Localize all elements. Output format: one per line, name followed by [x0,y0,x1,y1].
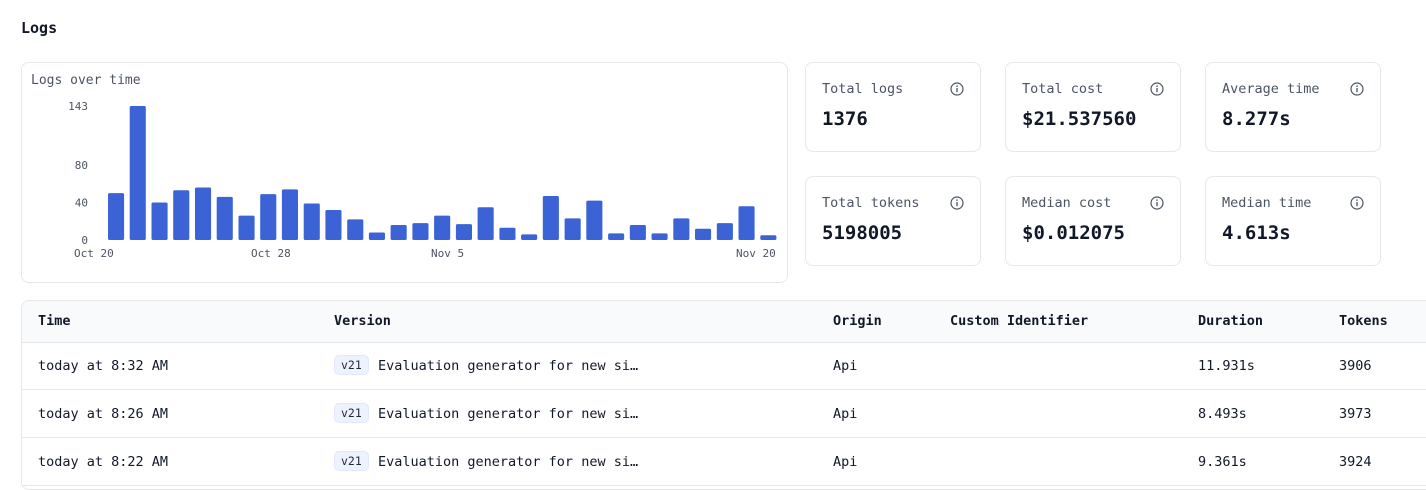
chart-bar[interactable] [303,203,320,241]
chart-bar[interactable] [738,206,755,240]
chart-bar[interactable] [216,196,233,240]
chart-bar[interactable] [477,207,494,240]
cell-time: today at 8:26 AM [38,406,169,422]
chart-title: Logs over time [31,73,141,88]
x-tick-label: Oct 20 [74,247,114,260]
column-header-custom-identifier[interactable]: Custom Identifier [950,313,1089,329]
stat-value: $0.012075 [1022,222,1125,244]
logs-chart-svg: 0 40 80 143 Oct 20 Oct 28 Nov 5 Nov 20 [68,100,777,260]
page-title: Logs [21,19,58,37]
stat-card-average-time: Average time 8.277s [1205,62,1381,152]
stat-card-median-cost: Median cost $0.012075 [1005,176,1181,266]
chart-bar[interactable] [434,215,451,240]
stat-value: $21.537560 [1022,108,1137,130]
chart-bar[interactable] [390,225,407,240]
stat-label: Median time [1222,195,1312,211]
x-tick-label: Nov 20 [736,247,776,260]
info-icon[interactable] [1150,82,1164,96]
chart-bar[interactable] [716,223,733,240]
chart-bar[interactable] [564,218,581,240]
chart-bar[interactable] [629,225,646,240]
chart-bar[interactable] [260,194,277,240]
chart-bar[interactable] [608,233,625,240]
x-tick-label: Nov 5 [431,247,464,260]
y-tick-label: 143 [68,100,88,113]
column-header-duration[interactable]: Duration [1198,313,1264,329]
chart-bar[interactable] [108,193,125,240]
info-icon[interactable] [1350,82,1364,96]
cell-tokens: 3906 [1339,358,1372,374]
stat-value: 4.613s [1222,222,1291,244]
column-header-time[interactable]: Time [38,313,71,329]
stat-label: Total tokens [822,195,920,211]
chart-bar[interactable] [195,187,212,241]
stat-label: Average time [1222,81,1320,97]
logs-over-time-chart: Logs over time 0 40 80 143 Oct 20 Oct 28 Nov … [21,62,788,283]
chart-bar[interactable] [673,218,690,240]
cell-duration: 8.493s [1198,406,1247,422]
version-badge: v21 [334,355,369,375]
stat-value: 8.277s [1222,108,1291,130]
cell-version-name: Evaluation generator for new si… [378,358,639,374]
cell-tokens: 3973 [1339,406,1372,422]
info-icon[interactable] [1150,196,1164,210]
chart-bar[interactable] [412,223,429,240]
chart-bar[interactable] [325,210,342,240]
info-icon[interactable] [950,82,964,96]
cell-time: today at 8:22 AM [38,454,169,470]
version-badge: v21 [334,403,369,423]
chart-bar[interactable] [129,106,146,240]
stat-value: 1376 [822,108,868,130]
cell-time: today at 8:32 AM [38,358,169,374]
cell-version-name: Evaluation generator for new si… [378,406,639,422]
table-row[interactable]: today at 8:32 AM v21 Evaluation generato… [22,342,1426,390]
cell-origin: Api [833,406,858,422]
x-tick-label: Oct 28 [251,247,291,260]
stat-value: 5198005 [822,222,903,244]
version-badge: v21 [334,451,369,471]
y-tick-label: 0 [81,234,88,247]
chart-bar[interactable] [499,227,516,240]
column-header-tokens[interactable]: Tokens [1339,313,1388,329]
cell-version-name: Evaluation generator for new si… [378,454,639,470]
chart-bar[interactable] [368,232,385,241]
chart-bar[interactable] [695,228,712,240]
column-header-origin[interactable]: Origin [833,313,882,329]
stat-card-median-time: Median time 4.613s [1205,176,1381,266]
cell-tokens: 3924 [1339,454,1372,470]
stat-label: Median cost [1022,195,1112,211]
stat-card-total-logs: Total logs 1376 [805,62,981,152]
cell-origin: Api [833,358,858,374]
chart-bar[interactable] [586,200,603,240]
chart-bar[interactable] [542,196,559,240]
info-icon[interactable] [1350,196,1364,210]
chart-bar[interactable] [521,234,538,240]
chart-bar[interactable] [651,233,668,240]
chart-bar[interactable] [238,215,255,240]
cell-duration: 11.931s [1198,358,1255,374]
table-row[interactable]: today at 8:22 AM v21 Evaluation generato… [22,438,1426,486]
stat-label: Total logs [822,81,904,97]
chart-bar[interactable] [455,224,472,240]
y-tick-label: 40 [75,197,88,210]
stat-card-total-tokens: Total tokens 5198005 [805,176,981,266]
chart-bar[interactable] [760,235,777,240]
logs-table: Time Version Origin Custom Identifier Du… [21,300,1426,490]
info-icon[interactable] [950,196,964,210]
chart-bar[interactable] [281,189,298,240]
chart-bar[interactable] [151,202,168,241]
cell-duration: 9.361s [1198,454,1247,470]
table-header: Time Version Origin Custom Identifier Du… [22,301,1426,343]
stat-label: Total cost [1022,81,1104,97]
chart-bar[interactable] [347,219,364,240]
column-header-version[interactable]: Version [334,313,391,329]
stat-card-total-cost: Total cost $21.537560 [1005,62,1181,152]
table-row[interactable]: today at 8:26 AM v21 Evaluation generato… [22,390,1426,438]
y-tick-label: 80 [75,159,88,172]
chart-bar[interactable] [173,190,190,240]
cell-origin: Api [833,454,858,470]
